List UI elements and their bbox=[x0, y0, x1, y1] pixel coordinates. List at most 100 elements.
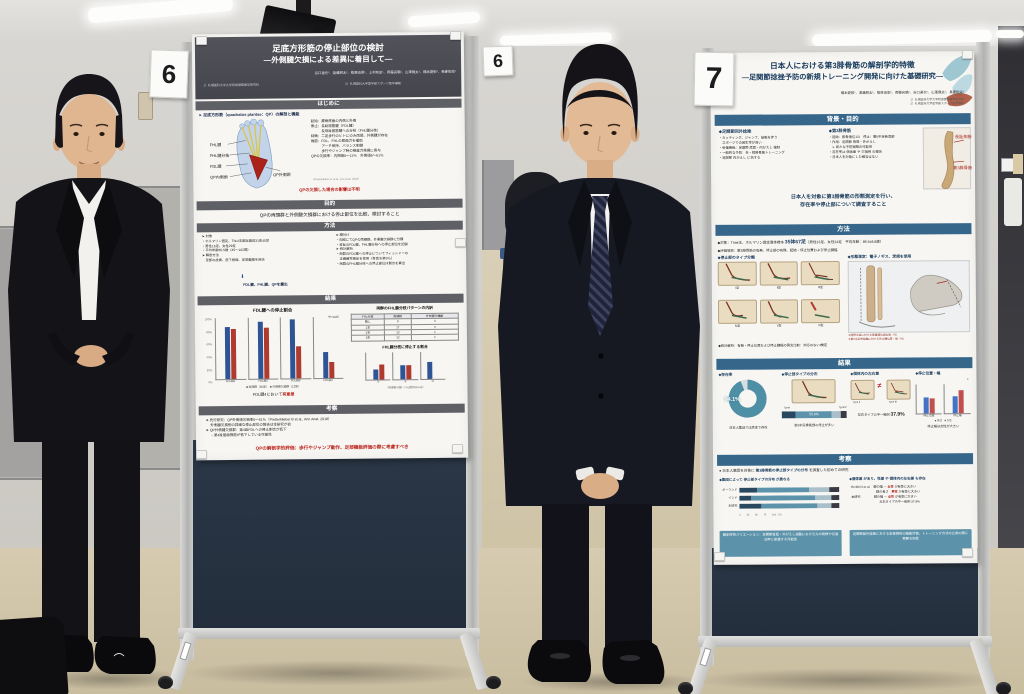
poster-right: 日本人における第3腓骨筋の解剖学的特徴 ―足関節捻挫予防の新規トレーニング開発に… bbox=[710, 51, 978, 565]
result-presence: ◆存在率 94.1% 日本人集団では高率で存在 bbox=[718, 372, 778, 452]
poster-left-affiliation-2: 2）札幌医科大学医学部スポーツ医学講座 bbox=[345, 81, 401, 86]
poster-left-header: 足底方形筋の停止部位の検討 ―外側腱欠損による差異に着目して― 谷口達也¹、渡邉… bbox=[194, 34, 462, 100]
discussion-line1: ● 日本人集団を対象に 第3腓骨筋の停止部タイプの分布 を調査した初めての研究 bbox=[719, 467, 849, 473]
intro-text: 起始：踵骨底面の内側と外側 停止：長趾屈筋腱（FDL腱） 長母趾屈筋腱への分枝（… bbox=[310, 118, 388, 158]
methods-type-heading: ◆停止部のタイプ分類 bbox=[717, 255, 755, 260]
poster-right-title-line1: 日本人における第3腓骨筋の解剖学的特徴 bbox=[769, 60, 915, 71]
methods-left-text: ➤ 対象 ・ホルマリン固定、Thiel法固定遺体31体45足 ・男性16足、女性… bbox=[201, 234, 270, 263]
foot-label-qp-lateral: QP外側頭 bbox=[273, 172, 291, 177]
stand-caster-wheel bbox=[158, 676, 173, 689]
stand-caster-wheel bbox=[486, 676, 501, 689]
methods-arrow-note: FDL腱、FHL腱、QPを露出 bbox=[243, 282, 288, 287]
left-presenter-hands bbox=[74, 345, 108, 367]
fhl-chart-title: FHL腱分枝に停止する割合 bbox=[382, 344, 428, 350]
poster-right-title-line2: ―足関節捻挫予防の新規トレーニング開発に向けた基礎研究― bbox=[741, 71, 944, 82]
right-presenter bbox=[498, 44, 700, 684]
fhl-table-title: 両群のFHL腱分枝パターンの内訳 bbox=[376, 305, 433, 311]
poster-clip bbox=[714, 552, 725, 561]
discussion-conclusion: QPの解剖学的評価：歩行やジャンプ動作、足部機能評価の際に考慮すべき bbox=[255, 444, 409, 451]
bg-right-text: ・起始：腓骨遠位1/3 停止：第5中足骨底部 ・作用：足関節 背屈・外がえし ↳… bbox=[828, 134, 895, 159]
section-header-methods: 方法 bbox=[196, 220, 463, 233]
measurement-captions: ①腓骨全長に対する筋腹遠位端位置（％） ②第5中足骨長軸に対する停止腱位置・幅（％… bbox=[848, 333, 906, 342]
methods-section: ➤ 対象 ・ホルマリン固定、Thiel法固定遺体31体45足 ・男性16足、女性… bbox=[200, 232, 461, 295]
results-section-right: ◆存在率 94.1% 日本人集団では高率で存在 ◆停止部タイプの分布 TypeⅠ… bbox=[718, 371, 971, 453]
stand-shadow bbox=[690, 668, 1010, 692]
stand-bottom-frame bbox=[698, 636, 992, 647]
result-type-distribution: ◆停止部タイプの分布 TypeⅠ TypeⅣ 55.6% 第5中足骨底部の停止が… bbox=[781, 372, 847, 428]
foot-anatomy-diagram: FHL腱 FHL腱分枝 FDL腱 QP内側頭 QP外側頭 bbox=[205, 118, 302, 191]
foot-label-fdl: FDL腱 bbox=[210, 164, 222, 169]
methods-stats: ◆統計解析：有無・停止位置および停止腱幅の男女比較：対応のないt検定 bbox=[718, 343, 828, 348]
specimen-label-pt: 第3腓骨筋 bbox=[953, 164, 972, 171]
conclusion-box-2: 足関節回外捻挫における患者個別の機能評価、トレーニング方法の立案の際に重要な知見 bbox=[849, 529, 972, 556]
down-arrow-icon: ⬇ bbox=[240, 273, 245, 280]
type-cell: Ⅱ型 bbox=[759, 261, 799, 296]
stand-pole bbox=[465, 36, 479, 656]
type-cell: Ⅲ型 bbox=[801, 261, 840, 296]
section-header-intro: はじめに bbox=[195, 98, 462, 111]
type-distribution-bar: 55.6% bbox=[781, 410, 847, 419]
section-header-background: 背景・目的 bbox=[714, 113, 971, 126]
poster-clip bbox=[450, 31, 461, 40]
presence-caption: 日本人集団では高率で存在 bbox=[729, 425, 768, 430]
fdl-chart-block: FDL腱への停止割合 *P<0.05 100% 80% 60% 40% 20% 0% FDL… bbox=[203, 307, 344, 398]
foot-label-fhl-branch: FHL腱分枝 bbox=[210, 153, 229, 158]
black-bag bbox=[0, 615, 69, 694]
methods-section-right: ◆対象：Thiel法、ホルマリン固定遺体標本 35体67足（男性33足、女性34… bbox=[718, 237, 971, 357]
poster-left: 足底方形筋の停止部位の検討 ―外側腱欠損による差異に着目して― 谷口達也¹、渡邉… bbox=[191, 31, 469, 461]
ceiling-light-strip bbox=[996, 30, 1024, 38]
stand-caster-wheel bbox=[996, 682, 1011, 694]
left-presenter-hair bbox=[55, 74, 123, 128]
left-presenter-face bbox=[58, 94, 120, 170]
fhl-chart-note: （両頭群35腱・FHL腱分枝45本） bbox=[385, 385, 426, 390]
bg-right-heading: ◆第3腓骨筋 bbox=[828, 127, 852, 134]
aim-text: QPの両頭群と外側腱欠損群における停止部位を比較、検討すること bbox=[259, 211, 400, 218]
methods-items: ◆評価項目：第3腓骨筋の有無、停止部の有無、起始・停止位置および停止腱幅 bbox=[717, 248, 838, 253]
result-position-width: ◆停止位置・幅 * 停止位置 停止幅 ■ 男性 ■ 女性 停止幅は女性が大きい bbox=[915, 371, 971, 451]
foot-label-fhl: FHL腱 bbox=[210, 142, 222, 147]
background-section: ◆足関節回外捻挫 ・カッティング、ジャンプ、接触を伴う スポーツでの発生率が高い… bbox=[717, 127, 972, 223]
section-header-discussion-right: 考察 bbox=[717, 453, 974, 466]
stand-caster-wheel bbox=[678, 682, 693, 694]
poster-clip bbox=[196, 36, 207, 45]
stand-fabric-board bbox=[193, 440, 466, 632]
type-cell: Ⅰ型 bbox=[717, 261, 757, 297]
position-width-caption: 停止幅は女性が大きい bbox=[927, 424, 960, 429]
fhl-pattern-table: FHL分枝 両頭群 外側腱欠損群 無し 8 3 1本 17 4 2本 13 1 3本 12 1 bbox=[351, 313, 459, 342]
discussion-right-text: Ercikti N et al. 腱の幅 － 女性 が有意に大きい 腱の長さ 男… bbox=[851, 484, 921, 504]
poster-clip bbox=[452, 444, 463, 453]
dark-partition-right bbox=[998, 26, 1024, 560]
poster-clip bbox=[962, 548, 973, 557]
population-compare-axis: 0 25 50 75 100（％） bbox=[739, 513, 784, 517]
right-presenter-face bbox=[566, 82, 634, 166]
intro-section: ➤ 足底方形筋（quadratus plantae：QP）の解剖と機能 bbox=[199, 110, 460, 199]
discussion-right-heading: ◆個体差 があり、性差 や 個体内の左右差 も存在 bbox=[849, 476, 926, 481]
foot-label-qp-medial: QP内側頭 bbox=[210, 174, 228, 179]
right-presenter-shoe bbox=[527, 640, 592, 682]
left-presenter-leg bbox=[94, 440, 140, 642]
specimen-photo: 長趾伸筋 第3腓骨筋 bbox=[922, 127, 972, 190]
right-presenter-hair bbox=[562, 44, 638, 140]
right-presenter-tie-knot bbox=[592, 196, 608, 212]
fdl-chart-title: FDL腱への停止割合 bbox=[253, 307, 293, 313]
right-presenter-jacket bbox=[498, 178, 700, 506]
right-presenter-shoe bbox=[602, 640, 665, 684]
presence-donut-label: 94.1% bbox=[724, 396, 740, 403]
stand-bottom-frame bbox=[178, 628, 480, 639]
right-presenter-leg bbox=[542, 504, 589, 666]
poster-right-affiliations: 1）札幌医科大学大学院保健医療学研究科 2）札幌医科大学医学部スポーツ医学講座 bbox=[910, 97, 965, 106]
side-difference-caption: 左右タイプの不一致例 37.9% bbox=[857, 411, 905, 418]
bg-left-text: ・カッティング、ジャンプ、接触を伴う スポーツでの発生率が高い ・受傷機転：足関… bbox=[718, 135, 785, 160]
fdl-insertion-chart: 100% 80% 60% 40% 20% 0% FDL腱1 FDL腱2 FDL腱3 FDL腱4 bbox=[203, 316, 344, 384]
discussion-text: ➤ 先行研究：QP外側頭欠損率6～61％（Pretterklieber B et… bbox=[205, 416, 332, 438]
population-compare-chart: ポーランド インド 本研究 bbox=[721, 484, 840, 509]
type-classification-grid: Ⅰ型 Ⅱ型 Ⅲ型 Ⅳ型 Ⅴ型 Ⅵ型 bbox=[717, 261, 841, 334]
section-header-methods-right: 方法 bbox=[715, 223, 972, 236]
stand-shadow bbox=[180, 660, 490, 686]
type-cell: Ⅳ型 bbox=[717, 299, 757, 334]
fdl-chart-pvalue: *P<0.05 bbox=[327, 314, 339, 320]
section-header-aim: 目的 bbox=[196, 198, 463, 211]
section-header-results: 結果 bbox=[197, 293, 464, 306]
stand-pole bbox=[976, 42, 990, 660]
